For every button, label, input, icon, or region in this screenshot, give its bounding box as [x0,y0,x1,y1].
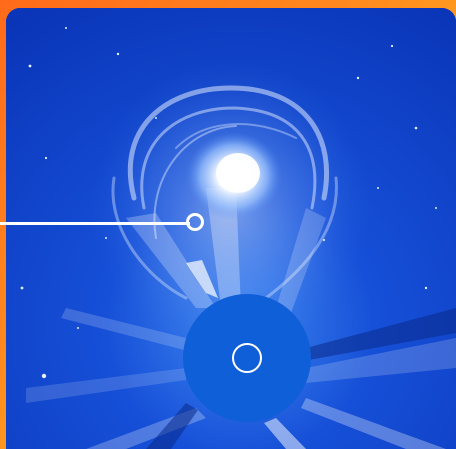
cme-loops [111,85,338,300]
pointer-line [0,222,190,225]
pointer-ring-icon [186,213,204,231]
sun-disk-circle-icon [232,343,262,373]
coronagraph-image [6,8,456,449]
dark-wedges [146,308,456,449]
occulting-disk [183,294,311,422]
star-field [20,27,437,379]
coronagraph-artwork [6,8,456,449]
cme-core-center [216,153,260,193]
